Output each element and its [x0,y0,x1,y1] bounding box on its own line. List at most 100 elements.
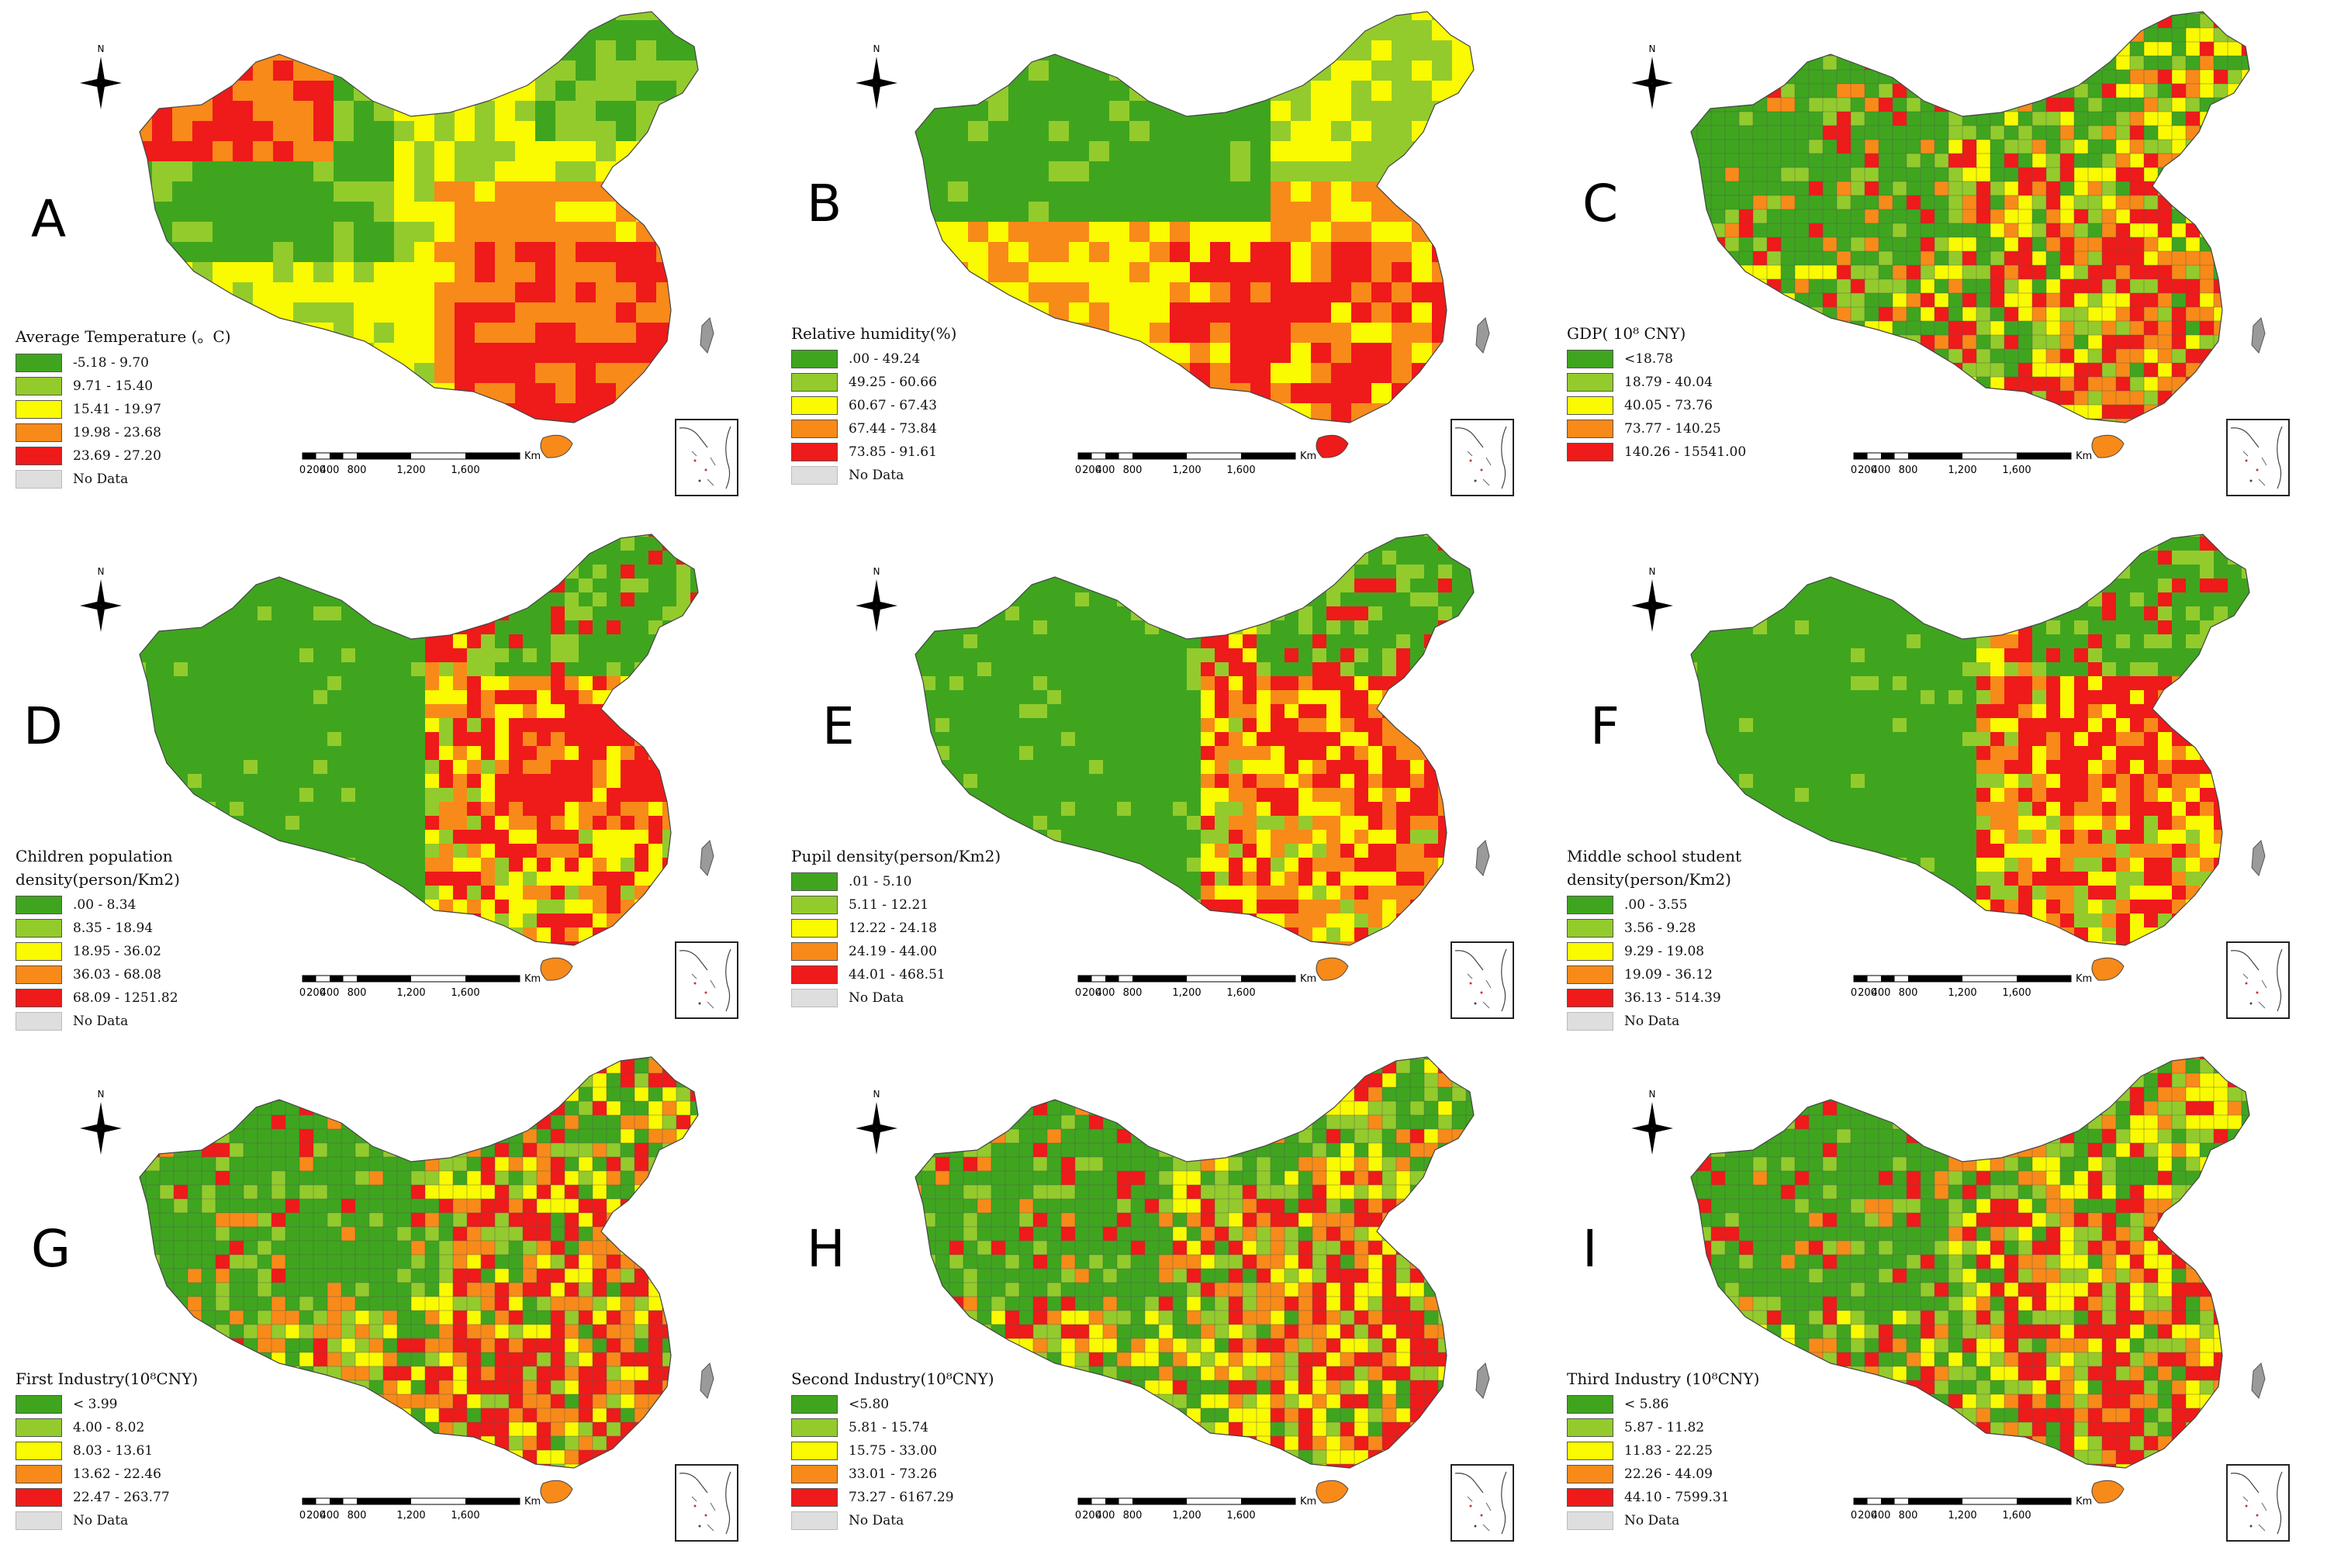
region-cell [515,302,536,323]
region-cell [676,323,697,344]
region-cell [2073,167,2089,182]
region-cell [1271,403,1291,423]
region-cell [271,551,286,565]
region-cell [921,551,936,565]
region-cell [1738,278,1754,294]
region-cell [662,732,677,747]
region-cell [411,927,426,942]
region-cell [481,620,496,635]
region-cell [1424,565,1439,579]
region-cell [273,40,294,61]
region-cell [495,534,510,537]
region-cell [704,620,719,635]
region-cell [439,551,454,565]
region-cell [593,774,607,789]
region-cell [1005,634,1020,649]
region-cell [1412,242,1433,263]
region-cell [1976,209,1991,224]
region-cell [607,551,621,565]
region-cell [690,914,698,928]
region-cell [495,242,516,263]
region-cell [2018,348,2033,364]
region-cell [1934,195,1949,210]
region-cell [160,788,175,803]
region-cell [1129,403,1150,423]
region-cell [1466,551,1474,565]
region-cell [2157,418,2173,423]
region-cell [634,690,649,705]
region-cell [1187,620,1202,635]
region-cell [2129,153,2145,168]
region-cell [383,802,398,817]
region-cell [1291,222,1312,243]
region-cell [1159,534,1174,537]
region-cell [1033,704,1048,719]
region-cell [935,676,950,691]
region-cell [1210,121,1231,142]
region-cell [394,363,415,384]
region-cell [1691,27,1698,43]
region-cell [467,551,482,565]
region-cell [915,121,928,142]
region-cell [1392,383,1412,404]
region-cell [1190,202,1211,223]
region-cell [1452,121,1473,142]
region-cell [662,690,677,705]
region-cell [676,774,691,789]
region-cell [2004,223,2019,238]
region-cell [1089,202,1110,223]
region-cell [579,830,593,844]
region-cell [1371,121,1392,142]
region-cell [579,914,593,928]
region-cell [1452,161,1473,182]
region-cell [676,676,691,691]
region-cell [1371,202,1392,223]
region-cell [233,60,254,81]
region-cell [1075,592,1090,607]
region-cell [656,343,677,364]
region-cell [1291,81,1312,102]
region-cell [1117,704,1132,719]
region-cell [977,774,992,789]
region-cell [697,141,698,162]
region-cell [2018,209,2033,224]
region-cell [662,648,677,663]
region-cell [495,955,510,970]
region-cell [676,648,691,663]
region-cell [593,886,607,900]
region-cell [273,242,294,263]
region-cell [2199,153,2215,168]
region-cell [1466,788,1474,803]
region-cell [656,262,677,283]
region-cell [2045,334,2061,350]
region-cell [697,40,698,61]
region-cell [1159,704,1174,719]
region-cell [1822,167,1838,182]
region-cell [1215,648,1229,663]
region-cell [1392,141,1412,162]
region-cell [1131,732,1146,747]
region-cell [915,592,922,607]
region-cell [2227,362,2242,378]
region-cell [1331,101,1352,122]
region-cell [439,927,454,942]
region-cell [467,704,482,719]
region-cell [2199,41,2215,57]
region-cell [2059,83,2075,98]
region-cell [1129,202,1150,223]
region-cell [244,634,258,649]
region-cell [1061,718,1076,733]
region-cell [1210,181,1231,202]
region-cell [576,222,596,243]
region-cell [2004,41,2019,57]
region-cell [273,282,294,303]
region-cell [949,732,964,747]
region-cell [1285,662,1299,677]
region-cell [1794,167,1810,182]
region-cell [676,579,691,593]
region-cell [1472,282,1474,303]
region-cell [648,690,663,705]
region-cell [1724,139,1740,154]
region-cell [593,941,607,945]
region-cell [2227,348,2242,364]
